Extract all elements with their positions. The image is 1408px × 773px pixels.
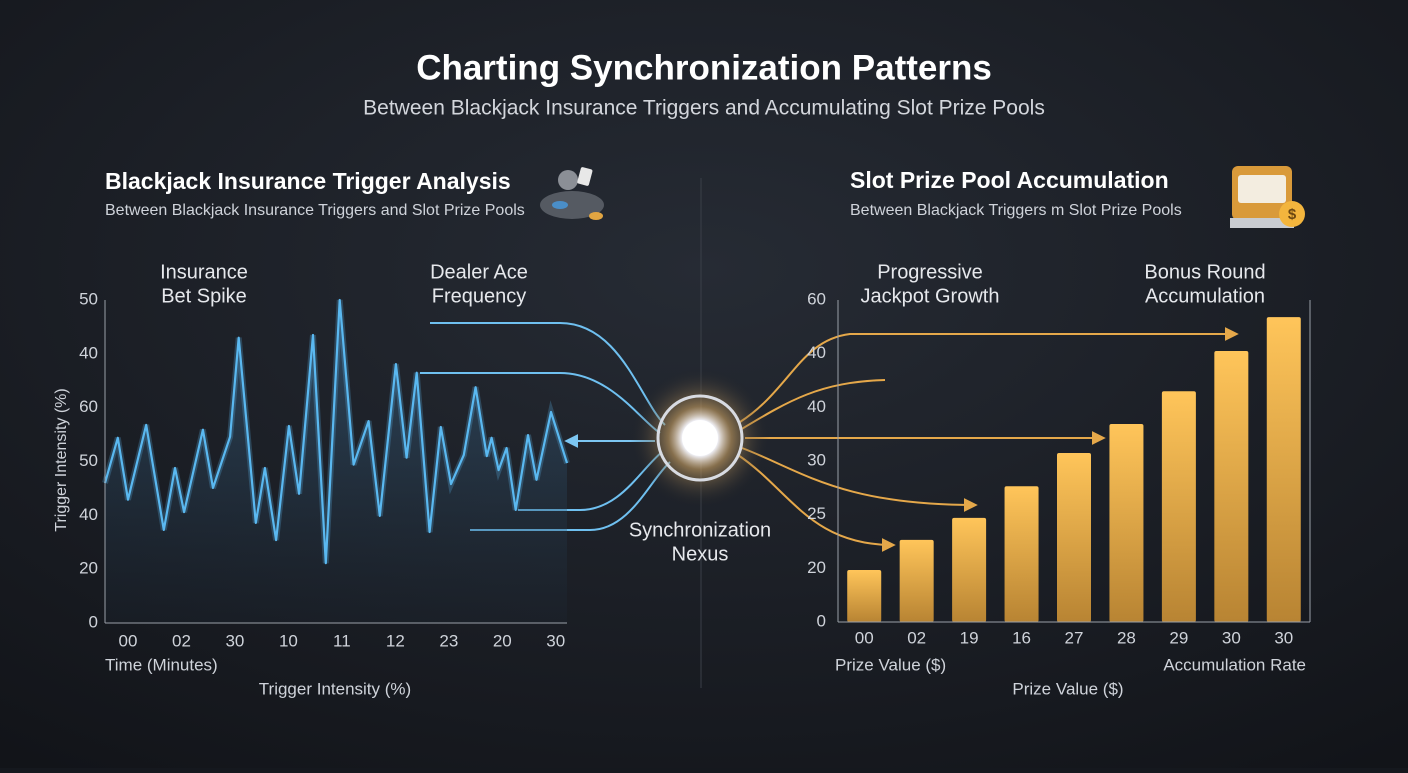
annotation: Progressive xyxy=(877,261,983,283)
slot-icon: $ xyxy=(1230,166,1305,228)
y-axis-label: Trigger Intensity (%) xyxy=(53,388,70,531)
y-tick-label: 20 xyxy=(807,558,826,577)
bar xyxy=(952,517,987,622)
panel-title: Slot Prize Pool Accumulation xyxy=(850,167,1169,193)
nexus-label: Nexus xyxy=(672,543,729,565)
caption: Trigger Intensity (%) xyxy=(259,679,411,698)
x-tick-label: 11 xyxy=(333,631,351,650)
blackjack-icon xyxy=(540,167,604,220)
x-tick-label: 30 xyxy=(546,631,565,650)
x-tick-label: 30 xyxy=(1274,628,1293,647)
x-tick-label: 00 xyxy=(855,628,874,647)
bar xyxy=(1004,486,1039,622)
x-tick-label: 02 xyxy=(907,628,926,647)
annotation: Insurance xyxy=(160,261,248,283)
bar xyxy=(1214,350,1249,622)
bar xyxy=(1161,391,1196,622)
x-axis-label: Time (Minutes) xyxy=(105,655,218,674)
x-tick-label: 20 xyxy=(493,631,512,650)
x-tick-label: 23 xyxy=(439,631,458,650)
nexus-ring xyxy=(656,394,744,482)
annotation: Bonus Round xyxy=(1144,261,1265,283)
annotation: Jackpot Growth xyxy=(861,285,1000,307)
x-tick-label: 12 xyxy=(386,631,405,650)
line xyxy=(103,298,569,565)
x-tick-label: 28 xyxy=(1117,628,1136,647)
y-tick-label: 40 xyxy=(807,343,826,362)
y-tick-label: 60 xyxy=(79,397,98,416)
y-tick-label: 50 xyxy=(79,451,98,470)
bar xyxy=(1057,452,1091,622)
bar xyxy=(1266,317,1301,622)
subtitle: Between Blackjack Insurance Triggers and… xyxy=(363,97,1045,120)
x-tick-label: 30 xyxy=(1222,628,1241,647)
caption: Prize Value ($) xyxy=(1012,679,1123,698)
y-tick-label: 40 xyxy=(79,343,98,362)
annotation: Frequency xyxy=(432,285,527,307)
bar xyxy=(1109,423,1144,622)
y-tick-label: 25 xyxy=(807,504,826,523)
x-tick-label: 02 xyxy=(172,631,191,650)
y-tick-label: 30 xyxy=(807,450,826,469)
x-tick-label: 00 xyxy=(119,631,138,650)
x-tick-label: 16 xyxy=(1012,628,1031,647)
title: Charting Synchronization Patterns xyxy=(416,48,992,87)
y-tick-label: 20 xyxy=(79,559,98,578)
x-tick-label: 10 xyxy=(279,631,298,650)
x-axis-label: Prize Value ($) xyxy=(835,655,946,674)
x-tick-label: 29 xyxy=(1169,628,1188,647)
y-tick-label: 0 xyxy=(817,611,826,630)
bar xyxy=(847,569,882,622)
panel-subtitle: Between Blackjack Triggers m Slot Prize … xyxy=(850,202,1182,219)
x-tick-label: 19 xyxy=(960,628,979,647)
x-tick-label: 30 xyxy=(225,631,244,650)
x-tick-label: 27 xyxy=(1065,628,1084,647)
annotation: Dealer Ace xyxy=(430,261,528,283)
y-tick-label: 60 xyxy=(807,289,826,308)
x-axis-label: Accumulation Rate xyxy=(1163,655,1306,674)
bar xyxy=(899,539,934,622)
nexus-label: Synchronization xyxy=(629,519,771,541)
nexus-core xyxy=(682,420,718,456)
y-tick-label: 0 xyxy=(89,612,98,631)
annotation: Accumulation xyxy=(1145,285,1265,307)
line-area xyxy=(105,300,567,623)
y-tick-label: 40 xyxy=(807,397,826,416)
annotation: Bet Spike xyxy=(161,285,247,307)
y-tick-label: 50 xyxy=(79,289,98,308)
panel-subtitle: Between Blackjack Insurance Triggers and… xyxy=(105,202,525,219)
coin-icon: $ xyxy=(1288,206,1297,223)
y-tick-label: 40 xyxy=(79,505,98,524)
panel-title: Blackjack Insurance Trigger Analysis xyxy=(105,168,511,194)
